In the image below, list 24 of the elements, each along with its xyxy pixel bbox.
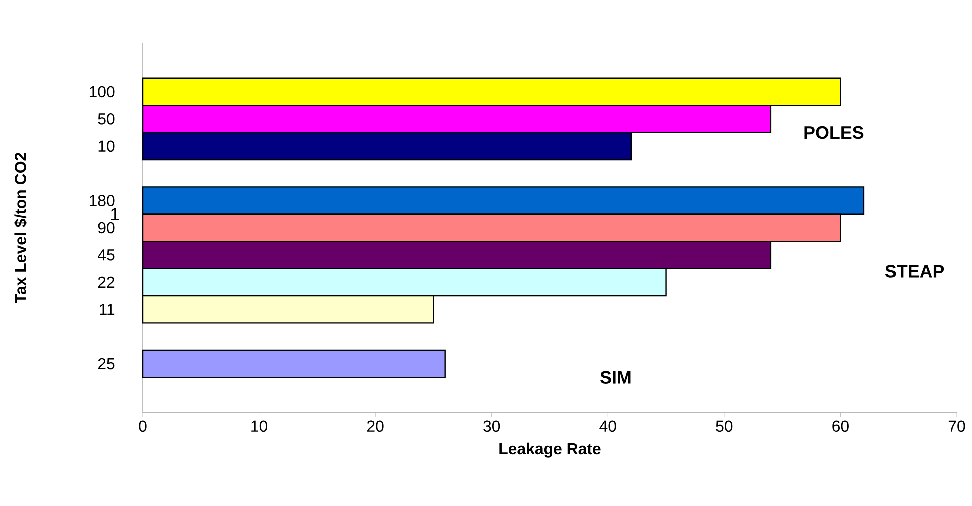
y-tick-label: 11 xyxy=(100,304,115,316)
y-tick-label: 10 xyxy=(98,140,115,152)
x-tick-label: 10 xyxy=(252,420,268,432)
x-tick-label: 30 xyxy=(484,420,500,432)
x-tick-label: 40 xyxy=(600,420,616,432)
y-tick-label: 25 xyxy=(98,358,115,370)
y-tick-label: 45 xyxy=(98,250,115,261)
y-tick-label: 100 xyxy=(90,86,115,98)
annotation: STEAP xyxy=(885,265,944,278)
x-tick-label: 60 xyxy=(832,420,849,432)
x-tick-label: 50 xyxy=(716,420,733,432)
x-axis-title: Leakage Rate xyxy=(500,442,601,458)
bar xyxy=(142,350,446,378)
x-tick-label: 20 xyxy=(368,420,384,432)
x-tick-label: 0 xyxy=(139,420,147,432)
x-tick-label: 70 xyxy=(948,420,966,432)
text: 1 xyxy=(111,208,120,221)
y-tick-label: 180 xyxy=(90,195,115,206)
y-tick-label: 90 xyxy=(98,222,115,234)
y-tick-label: 50 xyxy=(98,114,115,125)
annotation: SIM xyxy=(600,371,631,384)
y-axis-title: Tax Level $/ton CO2 xyxy=(14,153,28,304)
y-tick-label: 22 xyxy=(98,276,115,288)
annotation: POLES xyxy=(804,126,864,140)
